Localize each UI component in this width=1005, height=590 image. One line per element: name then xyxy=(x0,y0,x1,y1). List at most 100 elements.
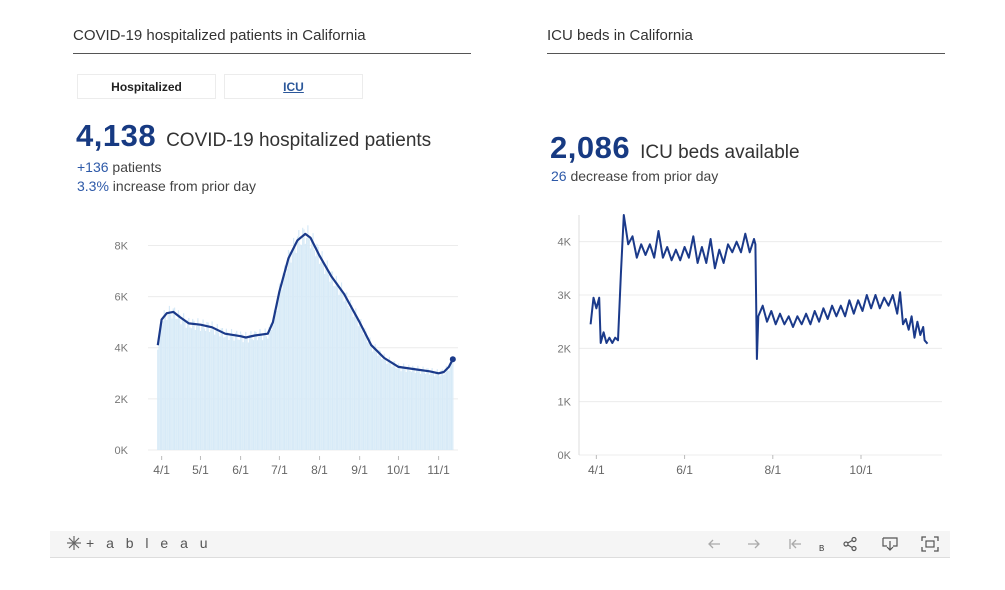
x-tick-label: 8/1 xyxy=(764,463,781,477)
daily-bar xyxy=(430,373,432,450)
daily-bar xyxy=(364,328,366,450)
x-tick-label: 9/1 xyxy=(351,463,368,477)
daily-bar xyxy=(180,324,182,450)
daily-bar xyxy=(190,328,193,450)
hospitalized-count: 4,138 xyxy=(76,118,157,153)
daily-bar xyxy=(357,326,359,450)
daily-bar xyxy=(434,376,436,450)
daily-bar xyxy=(329,281,331,450)
daily-bar xyxy=(386,364,388,450)
daily-bar xyxy=(331,271,334,450)
daily-bar xyxy=(396,368,398,450)
title-divider xyxy=(547,53,945,54)
download-button[interactable] xyxy=(880,534,900,554)
daily-bar xyxy=(395,368,397,450)
daily-bar xyxy=(258,336,260,450)
daily-bar xyxy=(183,313,185,450)
daily-bar xyxy=(311,238,313,450)
daily-bar xyxy=(375,352,378,450)
revert-button[interactable] xyxy=(785,534,805,554)
daily-bar xyxy=(233,340,235,450)
daily-bar xyxy=(417,365,419,450)
daily-bar xyxy=(168,305,171,450)
daily-bar xyxy=(234,332,237,450)
y-tick-label: 4K xyxy=(558,237,572,249)
icu-headline: 2,086 ICU beds available xyxy=(550,130,800,166)
tab-icu[interactable]: ICU xyxy=(224,74,363,99)
revert-sub-label: B xyxy=(819,544,825,553)
undo-button[interactable] xyxy=(704,534,724,554)
daily-bar xyxy=(373,347,375,450)
daily-bar xyxy=(232,336,234,450)
daily-bar xyxy=(418,369,420,450)
daily-bar xyxy=(276,311,278,450)
icu-change: 26 decrease from prior day xyxy=(551,168,718,184)
daily-bar xyxy=(212,326,215,450)
daily-bar xyxy=(179,314,181,450)
daily-bar xyxy=(309,248,312,450)
daily-bar xyxy=(437,374,440,450)
daily-bar xyxy=(440,370,442,450)
daily-bar xyxy=(403,363,405,450)
daily-bar xyxy=(214,334,216,450)
daily-bar xyxy=(393,361,396,450)
y-tick-label: 4K xyxy=(115,343,129,355)
daily-bar xyxy=(162,321,164,450)
tab-hospitalized[interactable]: Hospitalized xyxy=(77,74,216,99)
trend-line xyxy=(156,232,454,375)
daily-bar xyxy=(379,350,381,450)
daily-bar xyxy=(277,297,279,450)
daily-bar xyxy=(409,370,411,450)
daily-bar xyxy=(224,336,226,450)
daily-bar xyxy=(250,331,252,450)
daily-bar xyxy=(166,320,168,450)
y-tick-label: 1K xyxy=(558,397,572,409)
tableau-logo-icon xyxy=(67,536,81,550)
latest-point[interactable] xyxy=(449,356,456,363)
daily-bar xyxy=(274,308,277,450)
daily-bar xyxy=(256,340,259,450)
daily-bar xyxy=(368,342,370,450)
daily-bar xyxy=(298,230,300,450)
daily-bar xyxy=(352,316,354,450)
daily-bar xyxy=(282,272,284,450)
share-icon xyxy=(843,536,857,552)
daily-bar xyxy=(318,263,321,450)
daily-bar xyxy=(286,268,288,450)
tableau-logo[interactable]: + a b l e a u xyxy=(66,535,212,551)
daily-bar xyxy=(260,333,262,450)
share-button[interactable] xyxy=(840,534,860,554)
daily-bar xyxy=(419,373,422,450)
fullscreen-button[interactable] xyxy=(920,534,940,554)
daily-bar xyxy=(346,292,348,450)
daily-bar xyxy=(202,319,204,450)
y-tick-label: 6K xyxy=(115,292,129,304)
hospitalized-chart[interactable]: 0K 2K 4K 6K 8K 4/1 5/1 6/1 7/1 8/1 9/1 10/1 11/1 xyxy=(100,205,470,485)
daily-bar xyxy=(452,359,454,450)
y-tick-label: 3K xyxy=(558,290,572,302)
daily-bar xyxy=(303,229,305,450)
daily-bar xyxy=(197,318,199,450)
daily-bar xyxy=(237,339,239,450)
daily-bar xyxy=(325,266,327,450)
redo-button[interactable] xyxy=(744,534,764,554)
hospitalized-headline: 4,138 COVID-19 hospitalized patients xyxy=(76,118,431,154)
daily-bar xyxy=(339,289,341,450)
percent-change: 3.3% increase from prior day xyxy=(77,178,256,194)
daily-bar xyxy=(447,366,449,450)
daily-bar xyxy=(304,243,306,450)
icu-chart[interactable]: 0K 1K 2K 3K 4K 4/1 6/1 8/1 10/1 xyxy=(545,200,950,485)
daily-bar xyxy=(176,319,178,450)
daily-bar xyxy=(397,363,400,450)
icu-beds-line xyxy=(589,214,929,360)
daily-bar xyxy=(295,252,297,450)
daily-bar xyxy=(371,351,374,450)
daily-bar xyxy=(444,372,446,450)
daily-bar xyxy=(195,326,198,450)
daily-bar xyxy=(171,318,173,450)
daily-bar xyxy=(432,371,435,450)
daily-bar xyxy=(383,353,385,450)
tableau-toolbar: + a b l e a u B xyxy=(50,531,950,558)
daily-bar xyxy=(192,318,194,450)
daily-bar xyxy=(390,363,392,450)
